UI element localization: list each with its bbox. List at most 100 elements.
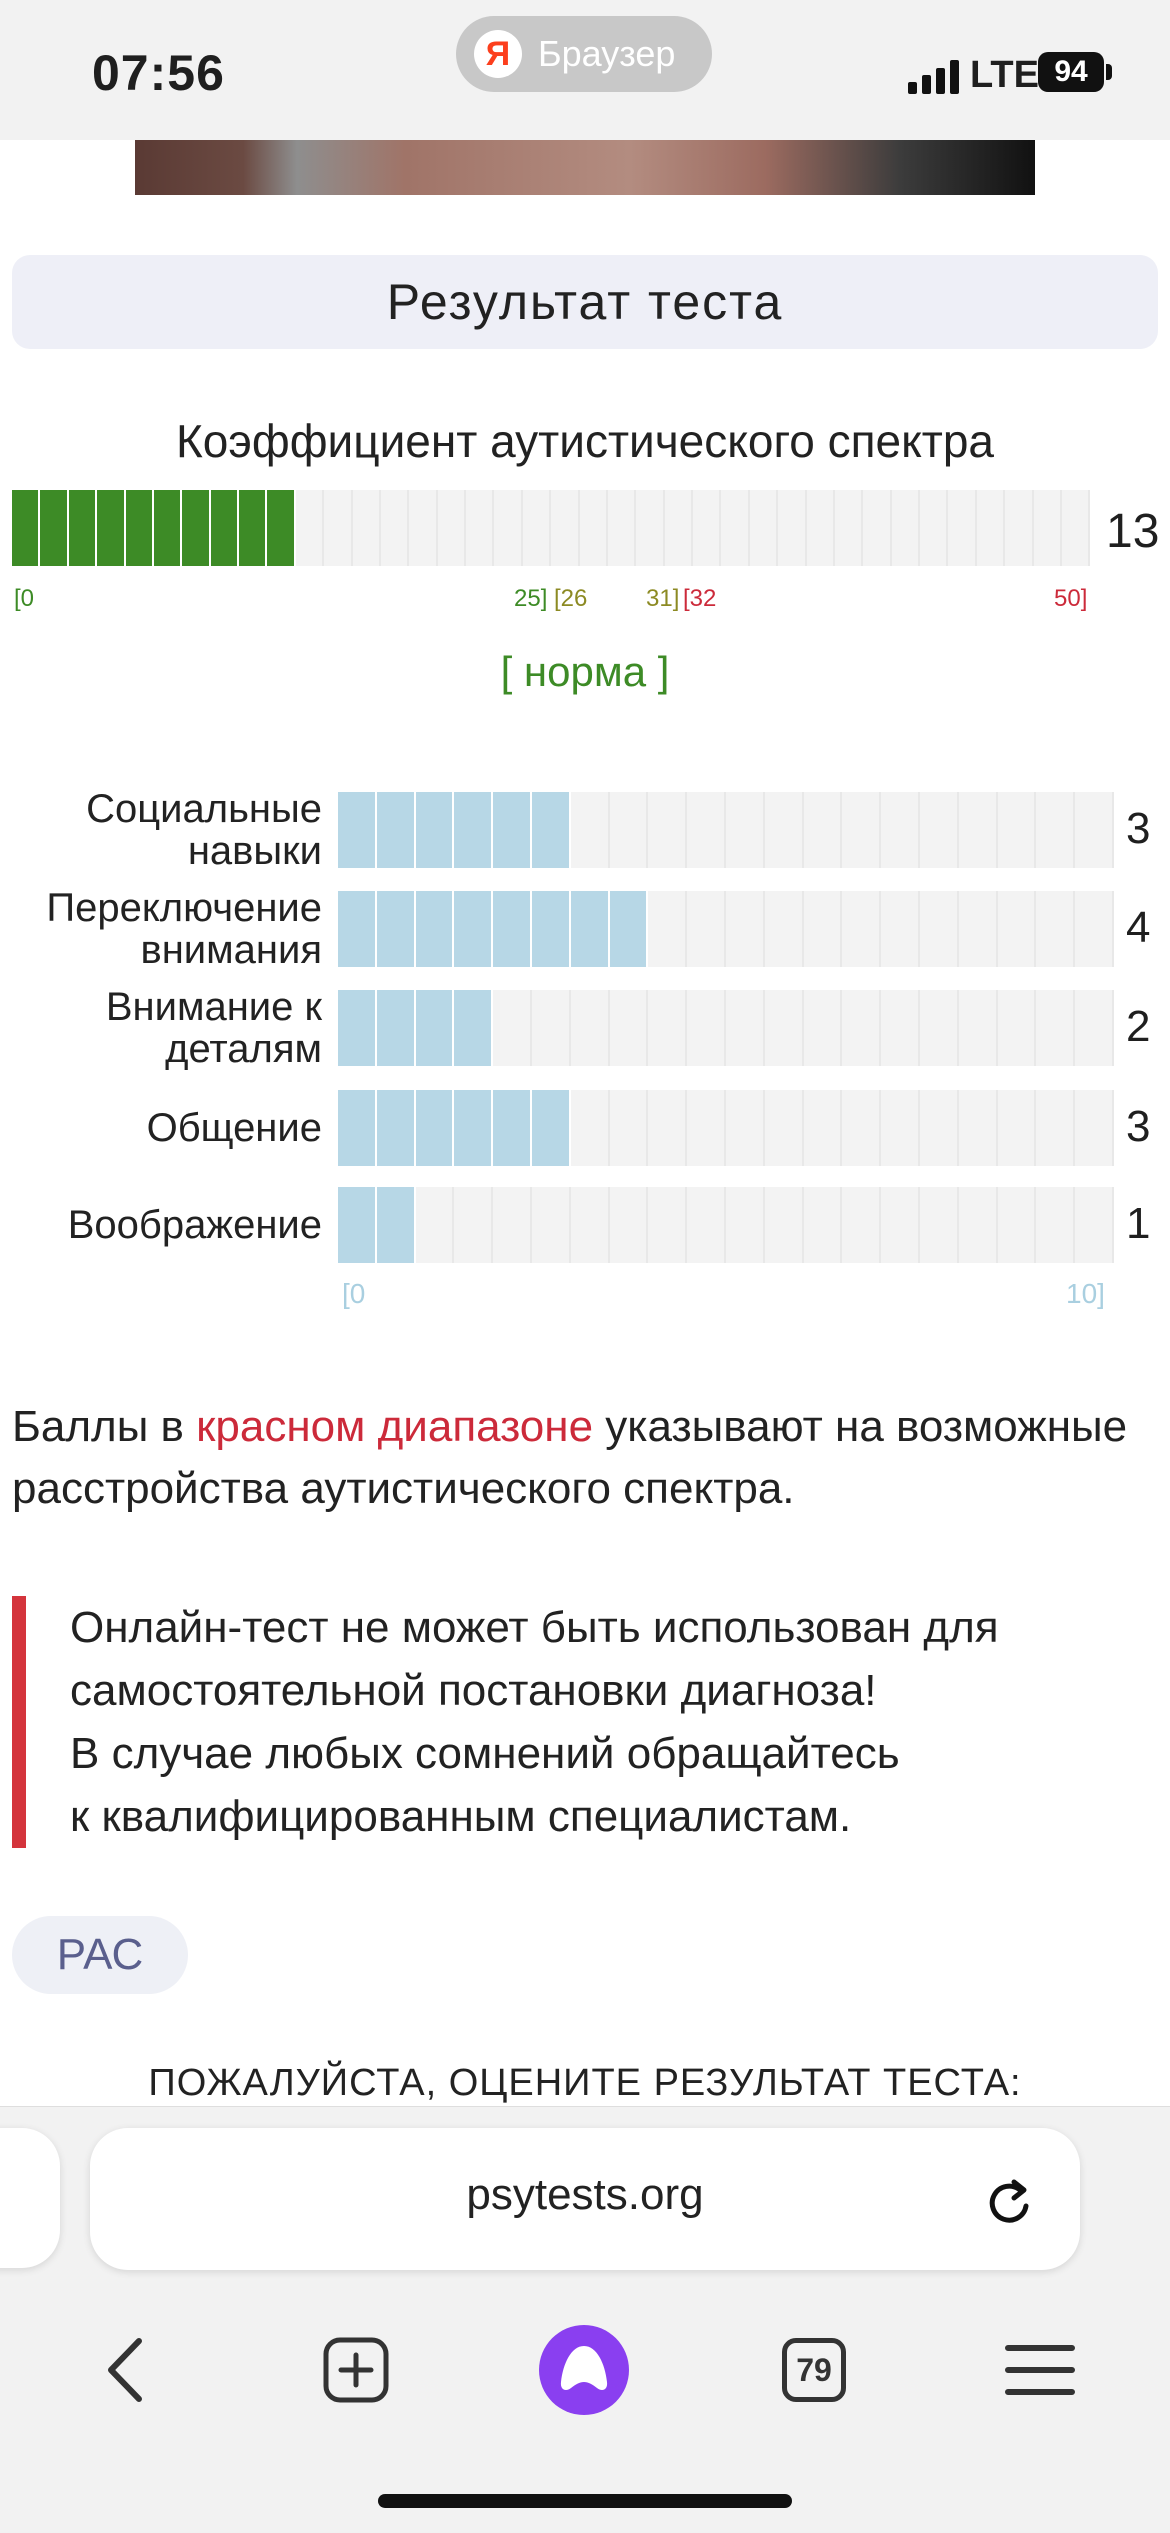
subscale-cell-filled xyxy=(376,990,416,1066)
main-scale-cell-empty xyxy=(721,490,750,566)
tabs-icon: 79 xyxy=(782,2338,846,2402)
disclaimer-warning: Онлайн-тест не может быть использован дл… xyxy=(12,1596,1170,1848)
signal-icon xyxy=(908,60,959,94)
result-note: Баллы в красном диапазоне указывают на в… xyxy=(12,1396,1142,1520)
main-scale-cell-empty xyxy=(920,490,949,566)
alice-assistant-button[interactable] xyxy=(534,2320,634,2420)
subscale-cell-empty xyxy=(764,891,804,967)
warning-line: самостоятельной постановки диагноза! xyxy=(70,1666,877,1715)
subscale-cell-empty xyxy=(1075,792,1114,868)
main-scale-cell-empty xyxy=(324,490,353,566)
main-scale-cell-empty xyxy=(466,490,495,566)
main-scale-cell-empty xyxy=(295,490,325,566)
subscale-cell-empty xyxy=(919,1090,959,1166)
address-bar-url[interactable]: psytests.org xyxy=(466,2170,704,2219)
subscale-cell-empty xyxy=(803,891,843,967)
subscale-cell-empty xyxy=(997,1187,1037,1263)
subscale-cell-empty xyxy=(687,1090,726,1166)
subscale-cell-empty xyxy=(842,990,882,1066)
main-scale-value: 13 xyxy=(1106,505,1160,558)
subscale-cell-filled xyxy=(531,891,571,967)
subscale-bar xyxy=(338,1187,1114,1263)
subscale-cell-empty xyxy=(493,1187,532,1263)
subscale-cell-empty xyxy=(803,1187,843,1263)
subscale-cell-empty xyxy=(919,891,959,967)
subscale-cell-filled xyxy=(415,891,455,967)
previous-tab-card[interactable] xyxy=(0,2128,60,2268)
subscale-cell-empty xyxy=(958,990,998,1066)
subscale-cell-empty xyxy=(919,792,959,868)
main-scale-cell-empty xyxy=(494,490,523,566)
new-tab-button[interactable] xyxy=(306,2320,406,2420)
subscale-cell-empty xyxy=(1036,891,1076,967)
reload-icon[interactable] xyxy=(982,2176,1038,2232)
subscale-value: 1 xyxy=(1126,1199,1151,1248)
subscale-cell-empty xyxy=(997,990,1037,1066)
tag-ras[interactable]: РАС xyxy=(12,1916,188,1994)
subscale-cell-empty xyxy=(1036,792,1076,868)
subscale-cell-empty xyxy=(764,990,804,1066)
range-label-risk-start: [32 xyxy=(683,585,717,612)
subscale-label: Воображение xyxy=(67,1203,322,1247)
subscale-cell-empty xyxy=(648,891,688,967)
subscale-cell-empty xyxy=(919,1187,959,1263)
warning-line: Онлайн-тест не может быть использован дл… xyxy=(70,1603,999,1652)
subscale-cell-empty xyxy=(803,1090,843,1166)
main-scale-cell-empty xyxy=(863,490,892,566)
subscale-cell-filled xyxy=(338,891,377,967)
subscale-cell-filled xyxy=(454,1090,494,1166)
subscale-cell-empty xyxy=(609,792,649,868)
subscale-value: 4 xyxy=(1126,903,1151,952)
main-scale-cell-filled xyxy=(12,490,41,566)
subscale-cell-empty xyxy=(1036,990,1076,1066)
subscale-value: 2 xyxy=(1126,1002,1151,1051)
subscale-cell-filled xyxy=(338,990,377,1066)
subscale-cell-empty xyxy=(842,792,882,868)
browser-indicator-pill[interactable]: Я Браузер xyxy=(456,16,712,92)
main-scale-cell-empty xyxy=(834,490,864,566)
main-scale-cell-filled xyxy=(182,490,211,566)
subscale-cell-empty xyxy=(648,990,688,1066)
main-scale-cell-empty xyxy=(948,490,977,566)
subscale-row: Воображение 1 xyxy=(0,1187,1170,1263)
note-text-before: Баллы в xyxy=(12,1402,197,1451)
subscale-cell-empty xyxy=(570,792,610,868)
subscale-cell-filled xyxy=(531,792,571,868)
subscale-cell-empty xyxy=(958,1090,998,1166)
main-scale-cell-empty xyxy=(664,490,693,566)
range-label-border-start: [26 xyxy=(554,585,588,612)
subscale-cell-filled xyxy=(338,792,377,868)
warning-line: В случае любых сомнений обращайтесь xyxy=(70,1729,900,1778)
tabs-button[interactable]: 79 xyxy=(764,2320,864,2420)
subscale-cell-filled xyxy=(493,792,532,868)
subscale-cell-filled xyxy=(454,990,494,1066)
main-scale-cell-empty xyxy=(352,490,381,566)
subscale-cell-empty xyxy=(764,1187,804,1263)
subscale-bar xyxy=(338,1090,1114,1166)
subscale-cell-empty xyxy=(842,891,882,967)
test-header-image xyxy=(135,140,1035,195)
menu-button[interactable] xyxy=(990,2320,1090,2420)
main-scale-cell-empty xyxy=(380,490,410,566)
subscale-cell-empty xyxy=(997,891,1037,967)
back-button[interactable] xyxy=(76,2320,176,2420)
subscale-cell-empty xyxy=(1075,891,1114,967)
yandex-logo-icon: Я xyxy=(474,30,522,78)
range-label-border-end: 31] xyxy=(646,585,680,612)
subscale-cell-filled xyxy=(376,891,416,967)
main-scale-cell-empty xyxy=(976,490,1006,566)
note-highlight: красном диапазоне xyxy=(196,1402,594,1451)
subscale-cell-empty xyxy=(570,1090,610,1166)
main-scale-cell-empty xyxy=(749,490,779,566)
address-bar[interactable] xyxy=(90,2128,1080,2270)
subscale-row: Общение 3 xyxy=(0,1090,1170,1166)
range-label-end: 50] xyxy=(1054,585,1088,612)
subscale-cell-filled xyxy=(454,792,494,868)
subscale-cell-filled xyxy=(531,1090,571,1166)
main-scale-cell-filled xyxy=(97,490,126,566)
subscale-range-end: 10] xyxy=(1066,1278,1105,1309)
subscale-cell-empty xyxy=(725,891,765,967)
subscale-cell-empty xyxy=(803,792,843,868)
result-verdict: [ норма ] xyxy=(500,648,670,695)
main-scale-cell-empty xyxy=(693,490,722,566)
